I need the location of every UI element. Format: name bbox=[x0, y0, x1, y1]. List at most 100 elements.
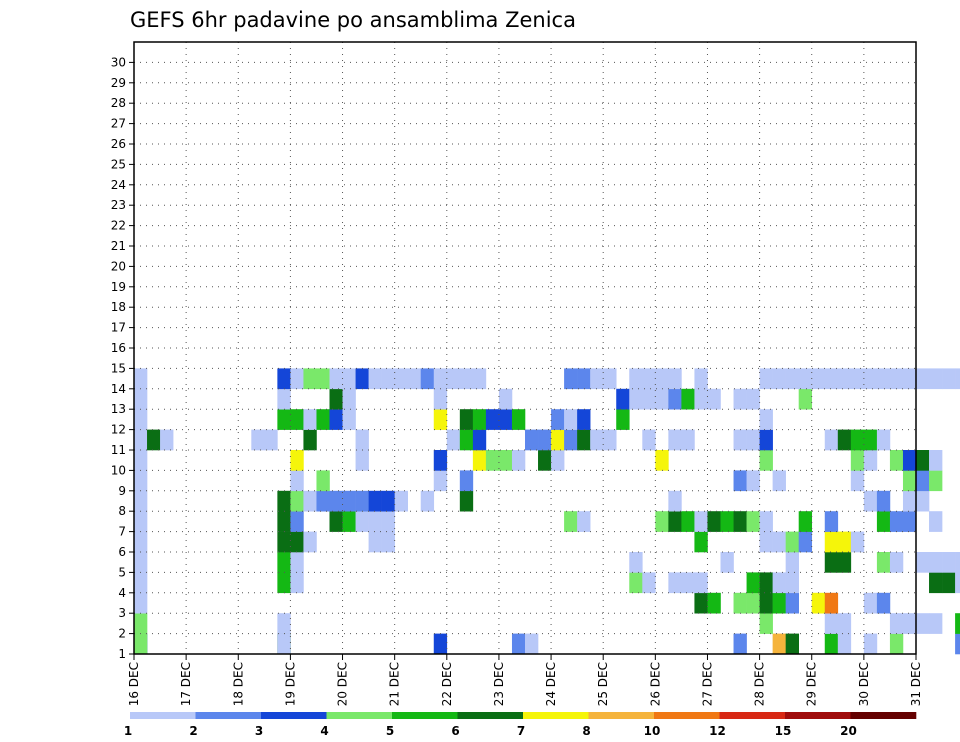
colorbar-label: 6 bbox=[451, 724, 459, 738]
colorbar-label: 10 bbox=[644, 724, 661, 738]
heat-cell bbox=[929, 450, 943, 471]
heat-cell bbox=[355, 511, 369, 532]
heat-cell bbox=[889, 450, 904, 471]
heat-cell bbox=[394, 490, 408, 512]
heat-cell bbox=[472, 450, 487, 471]
heat-cell bbox=[303, 531, 317, 553]
heat-cell bbox=[459, 490, 474, 512]
heat-cell bbox=[929, 552, 943, 573]
heat-cell bbox=[629, 388, 643, 410]
colorbar-label: 2 bbox=[189, 724, 197, 738]
heat-cell bbox=[433, 450, 448, 471]
heat-cell bbox=[694, 368, 708, 390]
heat-cell bbox=[251, 429, 265, 451]
x-axis: 16 DEC 17 DEC 18 DEC 19 DEC 20 DEC 21 DEC 22 D… bbox=[127, 654, 923, 706]
heat-cell bbox=[772, 572, 786, 594]
y-tick-label: 9 bbox=[118, 484, 126, 498]
heat-cell bbox=[759, 531, 773, 553]
heat-cell bbox=[368, 531, 382, 553]
heat-cell bbox=[472, 429, 487, 451]
heat-cell bbox=[916, 470, 930, 492]
y-tick-label: 4 bbox=[118, 586, 126, 600]
heat-cell bbox=[942, 572, 956, 594]
heat-cell bbox=[134, 613, 148, 634]
heat-cell bbox=[916, 552, 930, 573]
heat-cell bbox=[902, 470, 917, 492]
heat-cell bbox=[889, 552, 904, 573]
colorbar-swatch bbox=[261, 712, 327, 719]
heat-cell bbox=[902, 511, 917, 532]
heat-cell bbox=[381, 490, 395, 512]
x-tick-label: 19 DEC bbox=[283, 662, 297, 706]
heat-cell bbox=[329, 388, 343, 410]
heat-cell bbox=[668, 490, 682, 512]
y-tick-label: 10 bbox=[111, 463, 126, 477]
heat-cell bbox=[668, 368, 682, 390]
heat-cell bbox=[485, 450, 500, 471]
heat-cell bbox=[876, 490, 891, 512]
heat-cell bbox=[577, 409, 591, 430]
heat-cell bbox=[850, 470, 865, 492]
heat-cell bbox=[433, 633, 448, 655]
heat-cell bbox=[863, 633, 878, 655]
heat-cell bbox=[525, 633, 539, 655]
heat-cell bbox=[538, 429, 552, 451]
heat-cell bbox=[837, 633, 852, 655]
heat-cell bbox=[681, 572, 695, 594]
colorbar-swatch bbox=[850, 712, 917, 719]
colorbar-swatch bbox=[130, 712, 196, 719]
y-tick-label: 17 bbox=[111, 321, 126, 335]
heat-cell bbox=[746, 572, 760, 594]
heat-cell bbox=[916, 450, 930, 471]
heat-cell bbox=[459, 429, 474, 451]
heat-cell bbox=[902, 368, 917, 390]
heat-cell bbox=[733, 388, 747, 410]
heat-cell bbox=[955, 572, 960, 594]
heat-cell bbox=[746, 388, 760, 410]
colorbar-swatch bbox=[326, 712, 393, 719]
heat-cell bbox=[551, 429, 565, 451]
y-tick-label: 27 bbox=[111, 117, 126, 131]
heat-cell bbox=[303, 368, 317, 390]
heat-cell bbox=[863, 368, 878, 390]
x-tick-label: 22 DEC bbox=[440, 662, 454, 706]
y-axis: 1234567891011121314151617181920212223242… bbox=[111, 55, 134, 661]
heat-cell bbox=[746, 429, 760, 451]
heat-cell bbox=[277, 511, 291, 532]
heat-cell bbox=[863, 592, 878, 614]
heat-cell bbox=[277, 552, 291, 573]
heat-cell bbox=[368, 368, 382, 390]
heat-cell bbox=[420, 490, 435, 512]
heat-cell bbox=[916, 368, 930, 390]
x-tick-label: 20 DEC bbox=[336, 662, 350, 706]
heat-cell bbox=[277, 409, 291, 430]
heat-cell bbox=[134, 450, 148, 471]
heat-cell bbox=[759, 429, 773, 451]
heat-cell bbox=[929, 613, 943, 634]
heat-cell bbox=[759, 450, 773, 471]
heat-cell bbox=[290, 572, 304, 594]
heat-cell bbox=[746, 470, 760, 492]
heat-cell bbox=[720, 552, 734, 573]
colorbar-label: 8 bbox=[582, 724, 590, 738]
y-tick-label: 23 bbox=[111, 198, 126, 212]
heat-cell bbox=[290, 511, 304, 532]
heat-cell bbox=[277, 613, 291, 634]
heat-cell bbox=[525, 429, 539, 451]
heat-cell bbox=[681, 511, 695, 532]
y-tick-label: 15 bbox=[111, 361, 126, 375]
x-tick-label: 30 DEC bbox=[857, 662, 871, 706]
x-tick-label: 28 DEC bbox=[753, 662, 767, 706]
heat-cell bbox=[134, 552, 148, 573]
colorbar-swatch bbox=[457, 712, 524, 719]
heat-cell bbox=[759, 592, 773, 614]
heat-cell bbox=[629, 552, 643, 573]
heat-cell bbox=[863, 450, 878, 471]
colorbar-swatch bbox=[195, 712, 262, 719]
heat-cell bbox=[564, 409, 578, 430]
y-tick-label: 3 bbox=[118, 606, 126, 620]
y-tick-label: 13 bbox=[111, 402, 126, 416]
heat-cell bbox=[446, 429, 461, 451]
heat-cell bbox=[707, 592, 721, 614]
